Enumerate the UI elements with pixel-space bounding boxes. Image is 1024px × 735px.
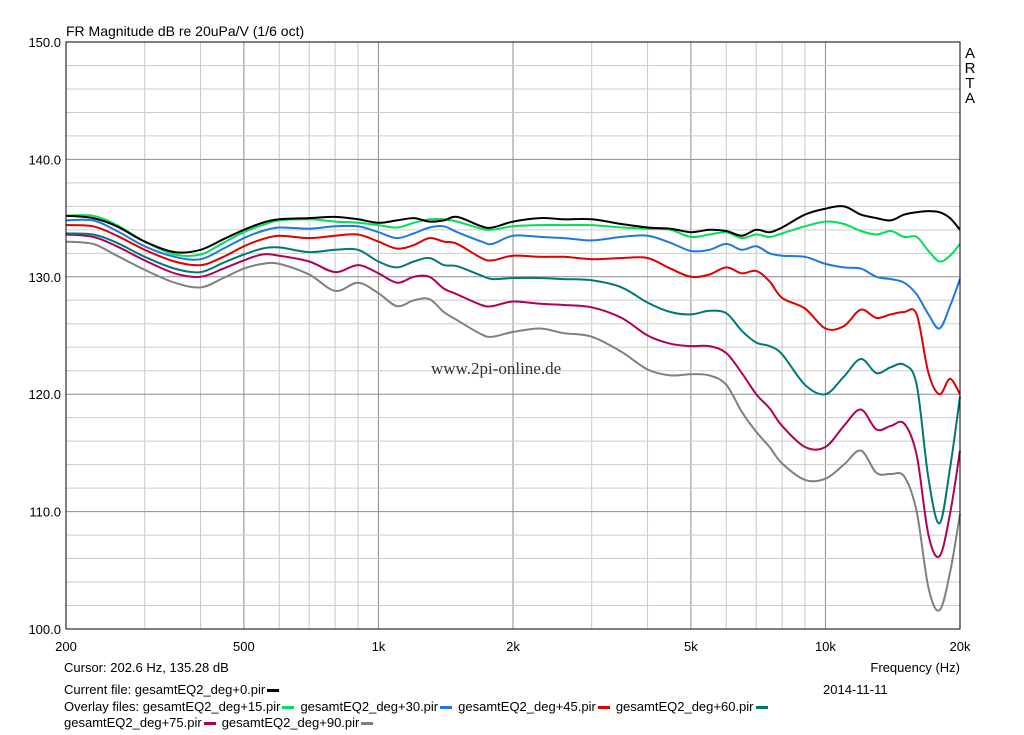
plot-frame — [65, 41, 961, 630]
overlay-file-name: gesamtEQ2_deg+60.pir — [615, 699, 754, 714]
overlay-file-swatch — [282, 706, 295, 710]
current-file-label: Current file: gesamtEQ2_deg+0.pir — [64, 682, 266, 697]
tick-labels: 200 500 1k 2k 5k 10k 20k 100.0 110.0 120.0 130.0 14… — [28, 35, 971, 654]
watermark: www.2pi-online.de — [431, 359, 561, 378]
series-line-gesamteq2-deg-75-pir — [65, 233, 961, 558]
y-tick-label: 150.0 — [28, 35, 61, 50]
overlay-files-line-2: gesamtEQ2_deg+75.pir gesamtEQ2_deg+90.pir — [64, 715, 379, 731]
overlay-files-list: gesamtEQ2_deg+15.pir gesamtEQ2_deg+30.pir… — [143, 699, 774, 714]
overlay-file-name: gesamtEQ2_deg+90.pir — [221, 715, 360, 730]
overlay-file-swatch — [597, 706, 610, 710]
x-tick-label: 20k — [950, 639, 971, 654]
series-line-gesamteq2-deg-30-pir — [65, 218, 961, 330]
x-tick-label: 200 — [55, 639, 77, 654]
chart-title: FR Magnitude dB re 20uPa/V (1/6 oct) — [66, 23, 304, 39]
y-tick-label: 140.0 — [28, 152, 61, 167]
series-line-gesamteq2-deg-90-pir — [65, 240, 961, 612]
series-line-gesamteq2-deg-60-pir — [65, 232, 961, 525]
grid — [66, 42, 960, 629]
arta-letter: A — [965, 90, 975, 107]
y-tick-label: 120.0 — [28, 387, 61, 402]
x-tick-label: 10k — [815, 639, 836, 654]
x-axis-label: Frequency (Hz) — [870, 660, 960, 675]
overlay-files-list-2: gesamtEQ2_deg+75.pir gesamtEQ2_deg+90.pir — [64, 715, 379, 730]
y-tick-label: 100.0 — [28, 622, 61, 637]
arta-letter: R — [965, 60, 976, 77]
series-line-gesamteq2-deg-0-pir — [65, 205, 961, 254]
x-tick-label: 2k — [506, 639, 520, 654]
series-layer — [65, 205, 961, 612]
series-line-gesamteq2-deg-15-pir — [65, 214, 961, 263]
cursor-readout: Cursor: 202.6 Hz, 135.28 dB — [64, 660, 229, 675]
arta-letter: A — [965, 45, 975, 62]
y-tick-label: 110.0 — [29, 505, 61, 520]
overlay-file-swatch — [203, 722, 216, 726]
current-file-line: Current file: gesamtEQ2_deg+0.pir — [64, 682, 285, 698]
x-tick-label: 1k — [372, 639, 386, 654]
overlay-file-name: gesamtEQ2_deg+45.pir — [458, 699, 596, 714]
overlay-file-name: gesamtEQ2_deg+30.pir — [300, 699, 439, 714]
overlay-files-line: Overlay files: gesamtEQ2_deg+15.pir gesam… — [64, 699, 774, 715]
overlay-files-label: Overlay files: — [64, 699, 140, 714]
arta-letter: T — [965, 75, 974, 92]
x-tick-label: 500 — [233, 639, 255, 654]
x-tick-label: 5k — [684, 639, 698, 654]
overlay-file-swatch — [440, 706, 453, 710]
overlay-file-swatch — [361, 722, 374, 726]
overlay-file-swatch — [755, 706, 768, 710]
date-label: 2014-11-11 — [823, 682, 888, 697]
current-file-swatch — [267, 689, 280, 693]
overlay-file-name: gesamtEQ2_deg+15.pir — [142, 699, 281, 714]
y-tick-label: 130.0 — [28, 270, 61, 285]
overlay-file-name: gesamtEQ2_deg+75.pir — [64, 715, 202, 730]
series-line-gesamteq2-deg-45-pir — [65, 224, 961, 396]
